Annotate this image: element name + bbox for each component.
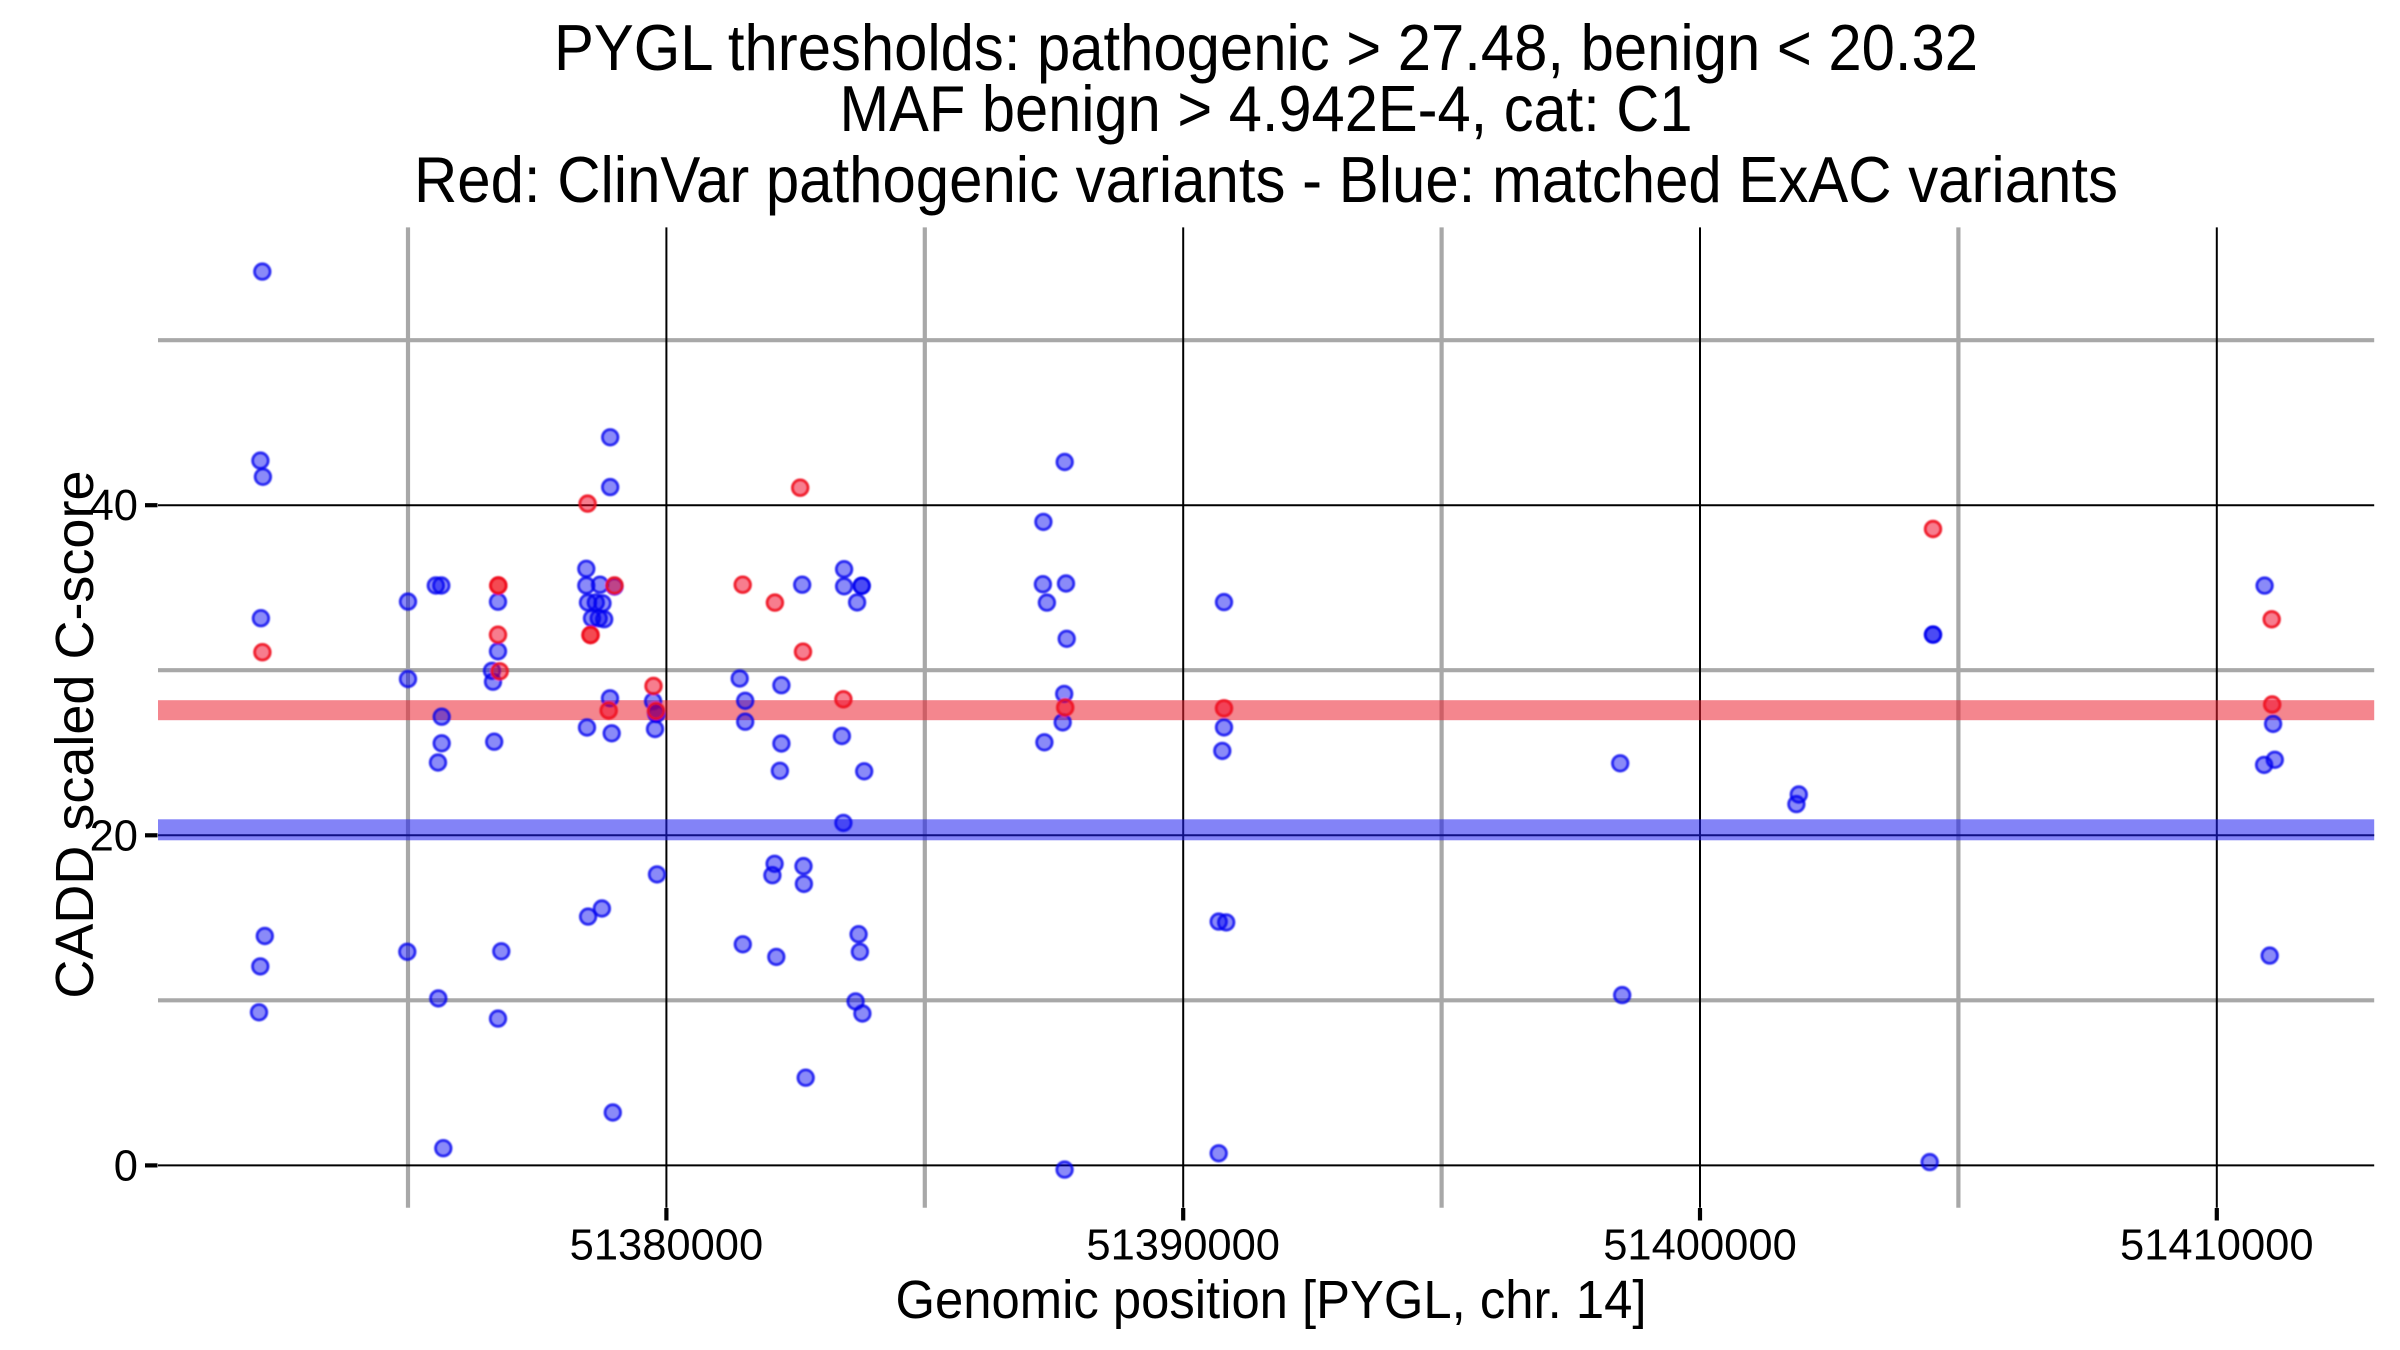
svg-text:51390000: 51390000 xyxy=(1086,1222,1280,1270)
svg-text:40: 40 xyxy=(90,482,138,530)
svg-text:51410000: 51410000 xyxy=(2120,1222,2314,1270)
svg-text:Genomic position [PYGL, chr. 1: Genomic position [PYGL, chr. 14] xyxy=(896,1270,1647,1330)
svg-text:PYGL thresholds: pathogenic >: PYGL thresholds: pathogenic > 27.48, ben… xyxy=(554,11,1978,84)
svg-text:20: 20 xyxy=(90,812,138,860)
svg-text:MAF benign > 4.942E-4, cat: C1: MAF benign > 4.942E-4, cat: C1 xyxy=(840,72,1693,145)
svg-text:51400000: 51400000 xyxy=(1603,1222,1797,1270)
svg-text:CADD scaled C-score: CADD scaled C-score xyxy=(45,471,105,999)
svg-text:51380000: 51380000 xyxy=(570,1222,764,1270)
svg-text:0: 0 xyxy=(114,1142,138,1190)
svg-text:Red: ClinVar pathogenic varian: Red: ClinVar pathogenic variants - Blue:… xyxy=(414,143,2118,216)
